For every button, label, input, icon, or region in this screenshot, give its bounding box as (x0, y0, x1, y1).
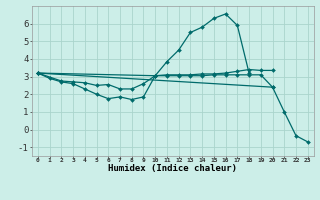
X-axis label: Humidex (Indice chaleur): Humidex (Indice chaleur) (108, 164, 237, 173)
